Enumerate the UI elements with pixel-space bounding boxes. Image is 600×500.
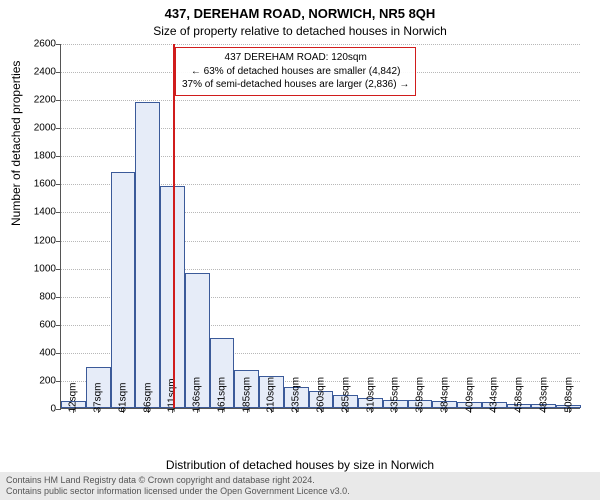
y-tick-label: 600: [21, 319, 56, 330]
y-tick-label: 1000: [21, 263, 56, 274]
y-tick-label: 400: [21, 347, 56, 358]
y-tick-label: 1800: [21, 151, 56, 162]
y-tick: [56, 44, 61, 45]
footer-line-2: Contains public sector information licen…: [6, 486, 594, 497]
y-tick-label: 200: [21, 375, 56, 386]
y-tick: [56, 353, 61, 354]
y-tick: [56, 381, 61, 382]
y-axis-title: Number of detached properties: [9, 61, 23, 226]
y-tick-label: 2200: [21, 95, 56, 106]
y-tick-label: 1200: [21, 235, 56, 246]
histogram-bar: [135, 102, 160, 408]
attribution-footer: Contains HM Land Registry data © Crown c…: [0, 472, 600, 500]
y-tick-label: 800: [21, 291, 56, 302]
chart-container: 437, DEREHAM ROAD, NORWICH, NR5 8QH Size…: [0, 0, 600, 500]
y-tick: [56, 212, 61, 213]
x-axis-title: Distribution of detached houses by size …: [0, 458, 600, 472]
chart-title-main: 437, DEREHAM ROAD, NORWICH, NR5 8QH: [0, 6, 600, 21]
y-gridline: [61, 44, 580, 45]
y-tick: [56, 325, 61, 326]
y-tick-label: 2000: [21, 123, 56, 134]
reference-line: [173, 44, 175, 408]
y-tick: [56, 269, 61, 270]
y-tick: [56, 184, 61, 185]
y-axis-title-text: Number of detached properties: [9, 61, 23, 226]
annotation-line-1: 437 DEREHAM ROAD: 120sqm: [182, 51, 409, 65]
annotation-line-2: ← 63% of detached houses are smaller (4,…: [182, 65, 409, 79]
y-tick-label: 2400: [21, 67, 56, 78]
y-tick-label: 0: [21, 404, 56, 415]
y-tick: [56, 72, 61, 73]
y-tick-label: 2600: [21, 39, 56, 50]
histogram-bar: [111, 172, 136, 408]
y-tick: [56, 156, 61, 157]
y-tick: [56, 241, 61, 242]
footer-line-1: Contains HM Land Registry data © Crown c…: [6, 475, 594, 486]
annotation-box: 437 DEREHAM ROAD: 120sqm ← 63% of detach…: [175, 47, 416, 96]
chart-title-sub: Size of property relative to detached ho…: [0, 24, 600, 38]
y-tick: [56, 128, 61, 129]
annotation-line-3: 37% of semi-detached houses are larger (…: [182, 78, 409, 92]
y-tick: [56, 100, 61, 101]
y-tick-label: 1600: [21, 179, 56, 190]
y-tick-label: 1400: [21, 207, 56, 218]
y-tick: [56, 297, 61, 298]
plot-area: 0200400600800100012001400160018002000220…: [60, 44, 580, 409]
y-tick: [56, 409, 61, 410]
